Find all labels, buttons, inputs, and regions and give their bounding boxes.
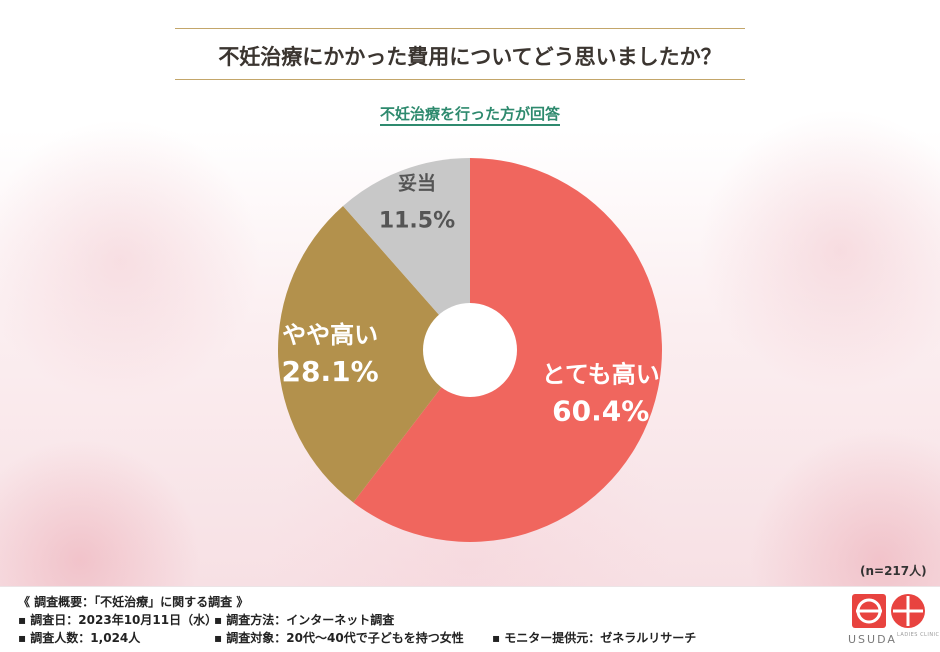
survey-method: ▪ 調査方法：インターネット調査 [214, 613, 395, 627]
slice-label-1: やや高い 28.1% [282, 321, 379, 388]
title-bottom-rule [175, 79, 745, 80]
slice-value-label: 11.5% [379, 209, 455, 234]
chart-subtitle: 不妊治療を行った方が回答 [0, 103, 940, 126]
slice-category-label: 妥当 [398, 172, 436, 195]
slice-category-label: とても高い [542, 360, 660, 388]
survey-target: ▪ 調査対象：20代～40代で子どもを持つ女性 [214, 631, 464, 645]
chart-title: 不妊治療にかかった費用についてどう思いましたか？ [218, 44, 722, 69]
title-top-rule [175, 28, 745, 29]
subtitle-text: 不妊治療を行った方が回答 [379, 105, 560, 126]
clinic-logo-icon [852, 594, 925, 628]
survey-footer: 《 調査概要：「不妊治療」に関する調査 》 ▪ 調査日：2023年10月11日（… [0, 586, 940, 652]
slice-category-label: やや高い [282, 321, 378, 349]
slice-1 [277, 205, 470, 503]
slice-2 [343, 158, 470, 350]
survey-provider: ▪ モニター提供元：ゼネラルリサーチ [492, 631, 697, 645]
slice-value-label: 60.4% [552, 394, 649, 427]
sample-size-label: (n=217人) [860, 564, 927, 578]
donut-hole [423, 303, 517, 397]
slice-label-0: とても高い 60.4% [542, 360, 660, 427]
survey-date: ▪ 調査日：2023年10月11日（水） [18, 613, 218, 627]
donut-chart: とても高い 60.4% やや高い 28.1% 妥当 11.5% [277, 158, 662, 542]
survey-overview: 《 調査概要：「不妊治療」に関する調査 》 [18, 595, 249, 609]
survey-count: ▪ 調査人数：1,024人 [18, 631, 141, 645]
slice-value-label: 28.1% [282, 355, 379, 388]
logo-name: USUDA [848, 633, 897, 646]
slice-label-2: 妥当 11.5% [379, 172, 455, 234]
logo-subtitle: LADIES CLINIC [897, 632, 940, 638]
